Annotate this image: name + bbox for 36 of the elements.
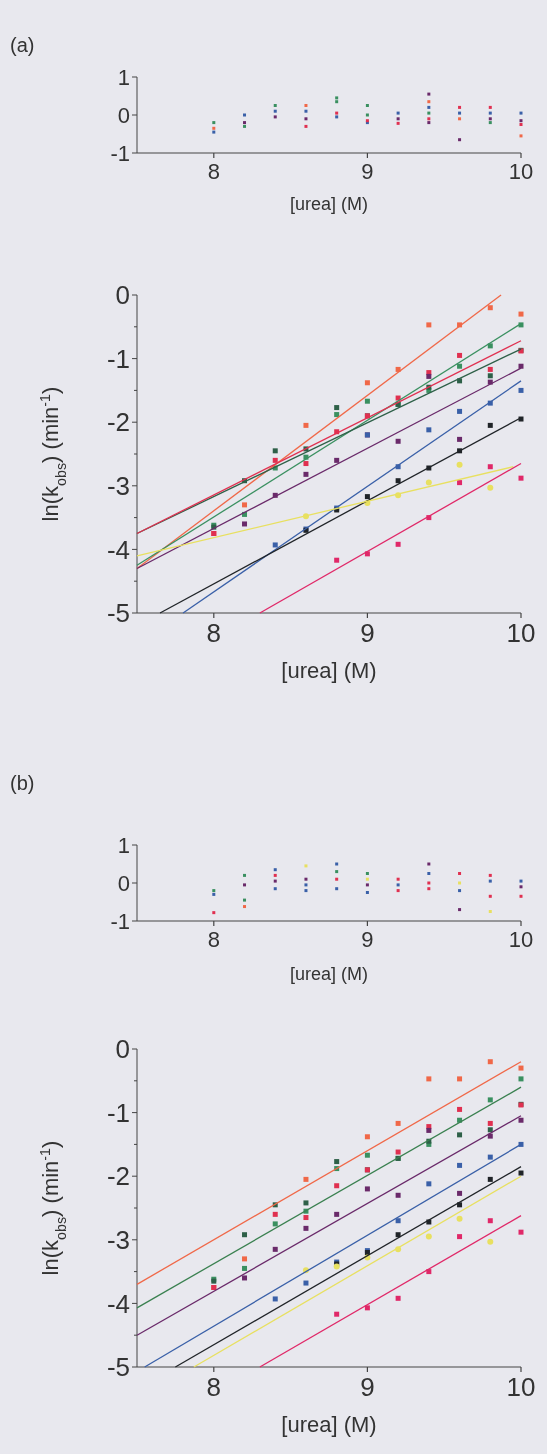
y-tick-label: -2 — [106, 1161, 130, 1192]
x-axis-title: [urea] (M) — [289, 964, 369, 984]
y-tick-label: 1 — [117, 64, 130, 90]
y-tick-label: -4 — [106, 1288, 130, 1319]
y-tick-label: 0 — [117, 870, 130, 896]
x-tick-label: 10 — [506, 617, 536, 648]
chart-title: (a) — [10, 34, 35, 56]
x-tick-label: 8 — [207, 926, 220, 952]
x-tick-label: 9 — [360, 617, 375, 648]
x-tick-label: 8 — [207, 158, 220, 184]
x-tick-label: 10 — [508, 926, 534, 952]
y-tick-label: -2 — [106, 407, 130, 438]
y-tick-label: -4 — [106, 534, 130, 565]
y-tick-label: -1 — [110, 908, 130, 934]
y-tick-label: -3 — [106, 470, 130, 501]
y-tick-label: -1 — [106, 343, 130, 374]
x-tick-label: 9 — [360, 1371, 375, 1402]
x-tick-label: 8 — [206, 617, 222, 648]
y-tick-label: -5 — [106, 598, 130, 629]
x-axis-title: [urea] (M) — [281, 658, 377, 683]
y-tick-label: 0 — [117, 102, 130, 128]
chart-title: (b) — [10, 772, 35, 794]
x-tick-label: 10 — [508, 158, 534, 184]
y-tick-label: -3 — [106, 1224, 130, 1255]
y-tick-label: -5 — [106, 1352, 130, 1383]
x-tick-label: 8 — [206, 1371, 222, 1402]
x-axis-title: [urea] (M) — [289, 194, 369, 214]
y-tick-label: 1 — [117, 832, 130, 858]
y-tick-label: -1 — [110, 140, 130, 166]
x-tick-label: 9 — [361, 158, 374, 184]
x-axis-title: [urea] (M) — [281, 1412, 377, 1437]
y-tick-label: -1 — [106, 1097, 130, 1128]
x-tick-label: 9 — [361, 926, 374, 952]
y-tick-label: 0 — [115, 280, 130, 311]
x-tick-label: 10 — [506, 1371, 536, 1402]
y-tick-label: 0 — [115, 1034, 130, 1065]
